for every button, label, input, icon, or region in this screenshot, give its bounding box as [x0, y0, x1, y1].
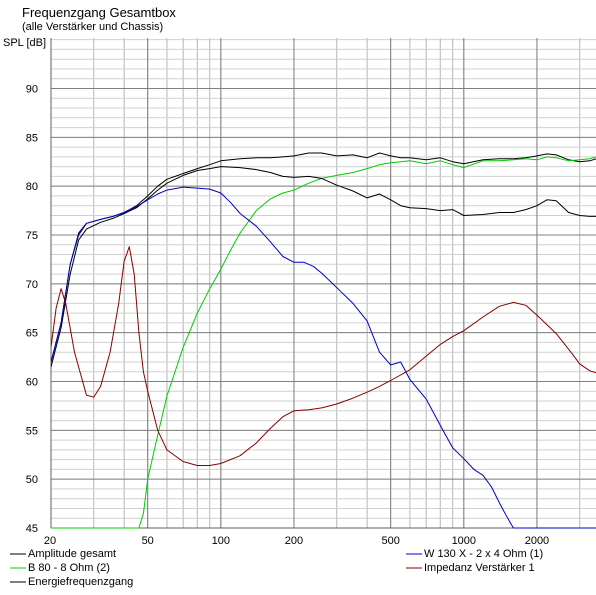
x-tick-label: 100: [212, 535, 230, 547]
legend-label: Impedanz Verstärker 1: [424, 562, 535, 574]
legend-label: Amplitude gesamt: [28, 548, 116, 560]
y-tick-label: 50: [26, 474, 38, 486]
series-line-2: [51, 156, 596, 529]
y-tick-label: 55: [26, 425, 38, 437]
series-line-3: [51, 166, 596, 368]
y-tick-label: 75: [26, 230, 38, 242]
y-tick-label: 65: [26, 328, 38, 340]
x-tick-label: 20: [44, 535, 56, 547]
y-tick-label: 70: [26, 279, 38, 291]
legend-label: B 80 - 8 Ohm (2): [28, 562, 110, 574]
legend-label: Energiefrequenzgang: [28, 576, 133, 588]
plot-area: [51, 38, 596, 528]
chart-title: Frequenzgang Gesamtbox: [22, 5, 176, 20]
series-line-4: [51, 186, 596, 529]
x-tick-label: 50: [142, 535, 154, 547]
y-tick-label: 80: [26, 181, 38, 193]
y-tick-label: 90: [26, 84, 38, 96]
y-tick-label: 60: [26, 377, 38, 389]
chart-subtitle: (alle Verstärker und Chassis): [22, 21, 164, 33]
y-tick-label: 45: [26, 523, 38, 535]
x-tick-label: 1000: [452, 535, 476, 547]
y-tick-label: 85: [26, 132, 38, 144]
x-tick-label: 2000: [525, 535, 549, 547]
x-tick-label: 500: [381, 535, 399, 547]
x-tick-label: 200: [285, 535, 303, 547]
y-axis-label: SPL [dB]: [3, 37, 47, 49]
legend-label: W 130 X - 2 x 4 Ohm (1): [424, 548, 543, 560]
series-line-5: [51, 246, 596, 466]
